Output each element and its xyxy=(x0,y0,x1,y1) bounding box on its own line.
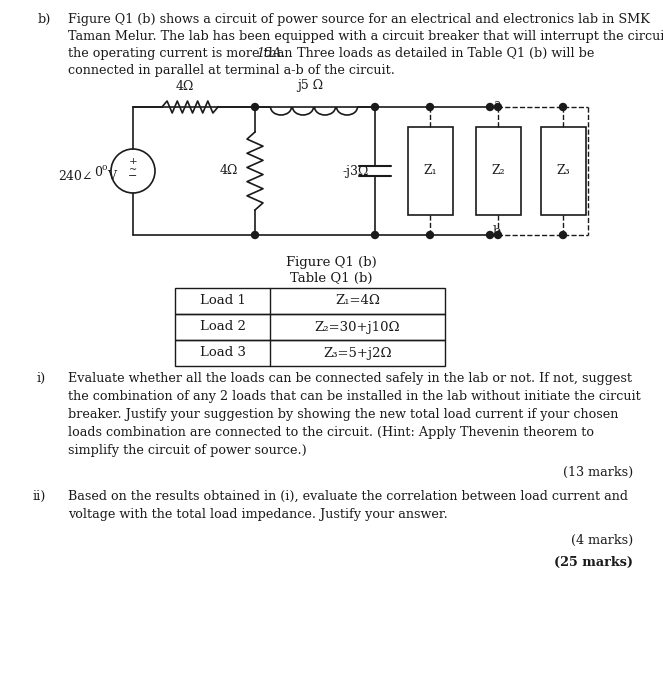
Circle shape xyxy=(371,104,379,111)
Text: +: + xyxy=(129,158,137,167)
Text: −: − xyxy=(129,171,138,181)
Text: connected in parallel at terminal a-b of the circuit.: connected in parallel at terminal a-b of… xyxy=(68,64,395,77)
Bar xyxy=(175,288,445,314)
Text: breaker. Justify your suggestion by showing the new total load current if your c: breaker. Justify your suggestion by show… xyxy=(68,408,619,421)
Text: Based on the results obtained in (i), evaluate the correlation between load curr: Based on the results obtained in (i), ev… xyxy=(68,490,628,503)
Text: Z₃: Z₃ xyxy=(556,164,570,178)
Text: ~: ~ xyxy=(129,165,137,174)
Text: .   Three loads as detailed in Table Q1 (b) will be: . Three loads as detailed in Table Q1 (b… xyxy=(281,47,594,60)
Circle shape xyxy=(371,232,379,239)
Text: 4Ω: 4Ω xyxy=(219,164,238,178)
Text: Table Q1 (b): Table Q1 (b) xyxy=(290,272,372,285)
Circle shape xyxy=(487,232,493,239)
Text: Z₂: Z₂ xyxy=(491,164,505,178)
Circle shape xyxy=(560,232,566,239)
Text: (4 marks): (4 marks) xyxy=(571,534,633,547)
Text: (13 marks): (13 marks) xyxy=(563,466,633,479)
Text: Load 2: Load 2 xyxy=(200,321,245,333)
Bar xyxy=(408,127,453,215)
Text: Load 3: Load 3 xyxy=(200,346,245,360)
Text: i): i) xyxy=(36,372,46,385)
Text: Z₁: Z₁ xyxy=(423,164,437,178)
Text: 240∠: 240∠ xyxy=(58,169,92,183)
Text: the combination of any 2 loads that can be installed in the lab without initiate: the combination of any 2 loads that can … xyxy=(68,390,640,403)
Text: a: a xyxy=(493,99,501,111)
Text: simplify the circuit of power source.): simplify the circuit of power source.) xyxy=(68,444,307,457)
Text: Z₁=4Ω: Z₁=4Ω xyxy=(335,295,380,307)
Circle shape xyxy=(487,104,493,111)
Circle shape xyxy=(251,104,259,111)
Text: V: V xyxy=(107,169,116,183)
Text: -j3Ω: -j3Ω xyxy=(343,164,369,178)
Circle shape xyxy=(495,104,501,111)
Text: Z₃=5+j2Ω: Z₃=5+j2Ω xyxy=(324,346,392,360)
Text: Z₂=30+j10Ω: Z₂=30+j10Ω xyxy=(315,321,400,333)
Text: ii): ii) xyxy=(32,490,46,503)
Text: b: b xyxy=(493,225,501,238)
Bar xyxy=(476,127,521,215)
Text: Figure Q1 (b): Figure Q1 (b) xyxy=(286,256,377,269)
Circle shape xyxy=(495,232,501,239)
Text: the operating current is more than: the operating current is more than xyxy=(68,47,296,60)
Circle shape xyxy=(426,232,434,239)
Text: Load 1: Load 1 xyxy=(200,295,245,307)
Circle shape xyxy=(560,104,566,111)
Circle shape xyxy=(251,232,259,239)
Text: voltage with the total load impedance. Justify your answer.: voltage with the total load impedance. J… xyxy=(68,508,448,521)
Text: Evaluate whether all the loads can be connected safely in the lab or not. If not: Evaluate whether all the loads can be co… xyxy=(68,372,632,385)
Bar xyxy=(175,314,445,340)
Text: 0: 0 xyxy=(94,167,102,179)
Text: b): b) xyxy=(38,13,51,26)
Text: loads combination are connected to the circuit. (Hint: Apply Thevenin theorem to: loads combination are connected to the c… xyxy=(68,426,594,439)
Bar xyxy=(541,127,586,215)
Circle shape xyxy=(426,104,434,111)
Text: 4Ω: 4Ω xyxy=(176,80,194,93)
Text: 15A: 15A xyxy=(256,47,282,60)
Text: Taman Melur. The lab has been equipped with a circuit breaker that will interrup: Taman Melur. The lab has been equipped w… xyxy=(68,30,663,43)
Bar xyxy=(175,340,445,366)
Text: Figure Q1 (b) shows a circuit of power source for an electrical and electronics : Figure Q1 (b) shows a circuit of power s… xyxy=(68,13,650,26)
Text: o: o xyxy=(102,164,107,172)
Text: (25 marks): (25 marks) xyxy=(554,556,633,569)
Text: j5 Ω: j5 Ω xyxy=(297,79,323,92)
